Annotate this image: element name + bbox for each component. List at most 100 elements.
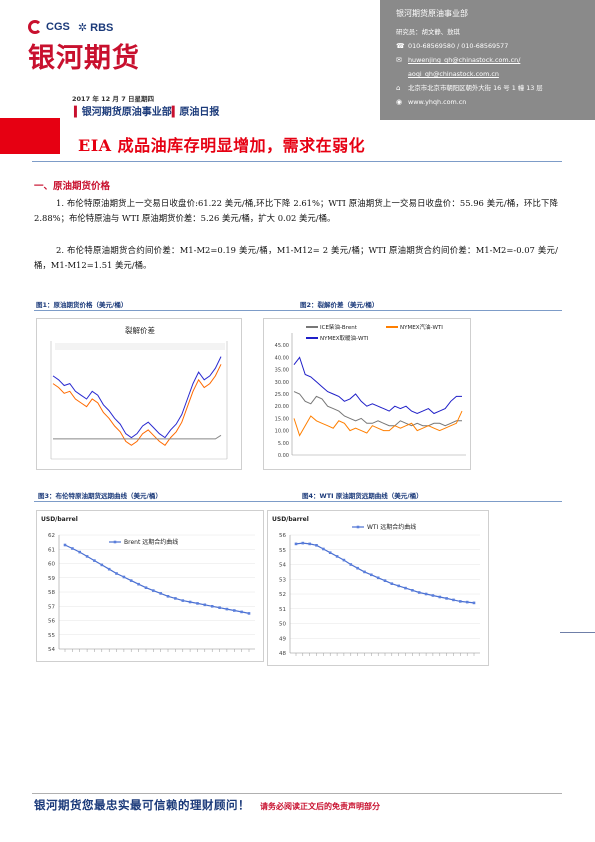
curve-point [342, 558, 346, 562]
contact-website[interactable]: www.yhqh.com.cn [408, 98, 467, 106]
curve-point [383, 579, 387, 582]
y-tick-label: 57 [48, 604, 55, 610]
legend-label: Brent 远期合约曲线 [124, 538, 178, 546]
curve-point [301, 541, 305, 545]
dept-bar: ▍银河期货原油事业部▍原油日报 [74, 107, 220, 118]
fig2-label: 图2：裂解价差（美元/桶） [300, 301, 379, 309]
curve-point [85, 555, 89, 558]
logo-company-name: 银河期货 [28, 43, 140, 74]
contact-email2-row: aoqi_qh@chinastock.com.cn [396, 67, 595, 81]
y-tick-label: 54 [279, 563, 286, 569]
chart-wti-curve: USD/barrel 48 49 50 51 52 53 54 55 56 WTI 远期合约曲线 [267, 510, 489, 666]
curve-point [472, 601, 476, 605]
curve-point [328, 551, 332, 554]
curve-point [203, 603, 207, 607]
curve-point [349, 563, 353, 566]
series-line-3 [53, 434, 222, 440]
chart-title: 裂解价差 [125, 325, 155, 335]
curve-point [166, 595, 170, 598]
contact-email-1[interactable]: huwenjing_qh@chinastock.com.cn/ [408, 56, 521, 64]
report-date: 2017 年 12 月 7 日星期四 [72, 95, 154, 103]
contact-email-2[interactable]: aoqi_qh@chinastock.com.cn [408, 70, 499, 78]
paragraph-2: 2. 布伦特原油期货合约间价差：M1-M2=0.19 美元/桶，M1-M12= … [34, 245, 558, 270]
curve-point [370, 573, 373, 577]
contact-phone-row: ☎ 010-68569580 / 010-68569577 [396, 39, 595, 53]
y-axis-label: USD/barrel [41, 516, 78, 523]
paragraph-1: 1. 布伦特原油期货上一交易日收盘价:61.22 美元/桶,环比下降 2.61%… [34, 198, 558, 223]
series-line-2 [293, 410, 463, 437]
curve-point [122, 575, 126, 579]
curve-point [181, 599, 185, 602]
contact-phone: 010-68569580 / 010-68569577 [408, 42, 509, 50]
logo: CGS ✲ RBS 银河期货 [28, 20, 178, 86]
curve-point [445, 597, 448, 600]
curve-point [71, 547, 74, 550]
curve-point [196, 602, 199, 605]
curve-point [322, 547, 325, 551]
chart-crude-futures-svg: 裂解价差 [50, 325, 228, 460]
y-tick-label: 62 [48, 533, 55, 539]
curve-point [107, 567, 111, 571]
curve-point [390, 582, 394, 585]
curve-point [137, 582, 140, 586]
mail-icon: ✉ [396, 56, 402, 64]
report-type: 原油日报 [179, 107, 220, 118]
y-tick-label: 56 [48, 619, 55, 625]
legend-marker [113, 540, 117, 544]
y-tick-label: 5.00 [278, 441, 289, 447]
y-tick-label: 15.00 [275, 416, 289, 422]
y-tick-label: 55 [48, 633, 55, 639]
contact-org: 银河期货原油事业部 [396, 9, 468, 18]
y-tick-label: 56 [279, 533, 286, 539]
y-tick-label: 54 [48, 647, 55, 653]
curve-point [404, 586, 407, 590]
footer-disclaimer[interactable]: 请务必阅读正文后的免责声明部分 [260, 802, 380, 811]
curve-point [411, 589, 414, 592]
y-tick-label: 35.00 [275, 368, 289, 374]
curve-point [188, 600, 192, 604]
chart-brent-curve-svg: USD/barrel 54 55 56 57 58 59 60 61 62 Brent 远期合约曲线 [41, 516, 255, 653]
dept-name: 银河期货原油事业部 [81, 107, 172, 118]
footer-divider [32, 793, 562, 794]
footer-slogan: 银河期货您最忠实最可信赖的理财顾问！ [34, 798, 250, 812]
fig4-label: 图4：WTI 原油期货远期曲线（美元/桶） [302, 492, 423, 500]
curve-point [93, 559, 96, 562]
y-tick-label: 55 [279, 548, 286, 554]
y-tick-label: 61 [48, 547, 55, 553]
section-heading: 一、原油期货价格 [34, 181, 111, 192]
curve-point [335, 555, 339, 558]
contact-researcher: 研究员：胡文静、敖琪 [396, 28, 460, 36]
curve-point [363, 570, 366, 574]
y-tick-label: 53 [279, 577, 286, 583]
chart-wti-curve-svg: USD/barrel 48 49 50 51 52 53 54 55 56 WTI 远期合约曲线 [272, 516, 480, 657]
y-tick-label: 60 [48, 562, 55, 568]
legend-label: WTI 远期合约曲线 [367, 523, 416, 531]
red-accent-block [0, 118, 60, 154]
curve-point [218, 606, 221, 609]
y-tick-label: 40.00 [275, 355, 289, 361]
contact-address: 北京市北京市朝阳区朝外大街 16 号 1 幢 13 层 [408, 84, 543, 92]
curve-point [431, 594, 435, 597]
cgs-logo-icon [28, 20, 42, 34]
web-icon: ◉ [396, 98, 403, 106]
contact-panel: 银河期货原油事业部 研究员：胡文静、敖琪 ☎ 010-68569580 / 010… [380, 0, 595, 120]
contact-address-row: ⌂ 北京市北京市朝阳区朝外大街 16 号 1 幢 13 层 [396, 81, 595, 95]
logo-rbs: ✲ RBS [77, 21, 114, 34]
legend-label: ICE柴油-Brent [320, 323, 358, 331]
curve-point [417, 591, 421, 594]
chart-brent-curve: USD/barrel 54 55 56 57 58 59 60 61 62 Brent 远期合约曲线 [36, 510, 264, 662]
y-tick-label: 10.00 [275, 429, 289, 435]
location-icon: ⌂ [396, 84, 401, 92]
curve-point [247, 612, 251, 615]
phone-icon: ☎ [396, 42, 405, 50]
fig1-label: 图1：原油期货价格（美元/桶） [36, 301, 128, 309]
curve-point [100, 563, 104, 567]
curve-point [294, 542, 298, 546]
y-tick-label: 51 [279, 607, 286, 613]
footer: 银河期货您最忠实最可信赖的理财顾问！ 请务必阅读正文后的免责声明部分 [34, 796, 564, 814]
y-tick-label: 45.00 [275, 343, 289, 349]
curve-point [424, 592, 428, 596]
curve-point [397, 584, 400, 588]
y-tick-label: 30.00 [275, 380, 289, 386]
logo-cgs: CGS [46, 21, 70, 33]
